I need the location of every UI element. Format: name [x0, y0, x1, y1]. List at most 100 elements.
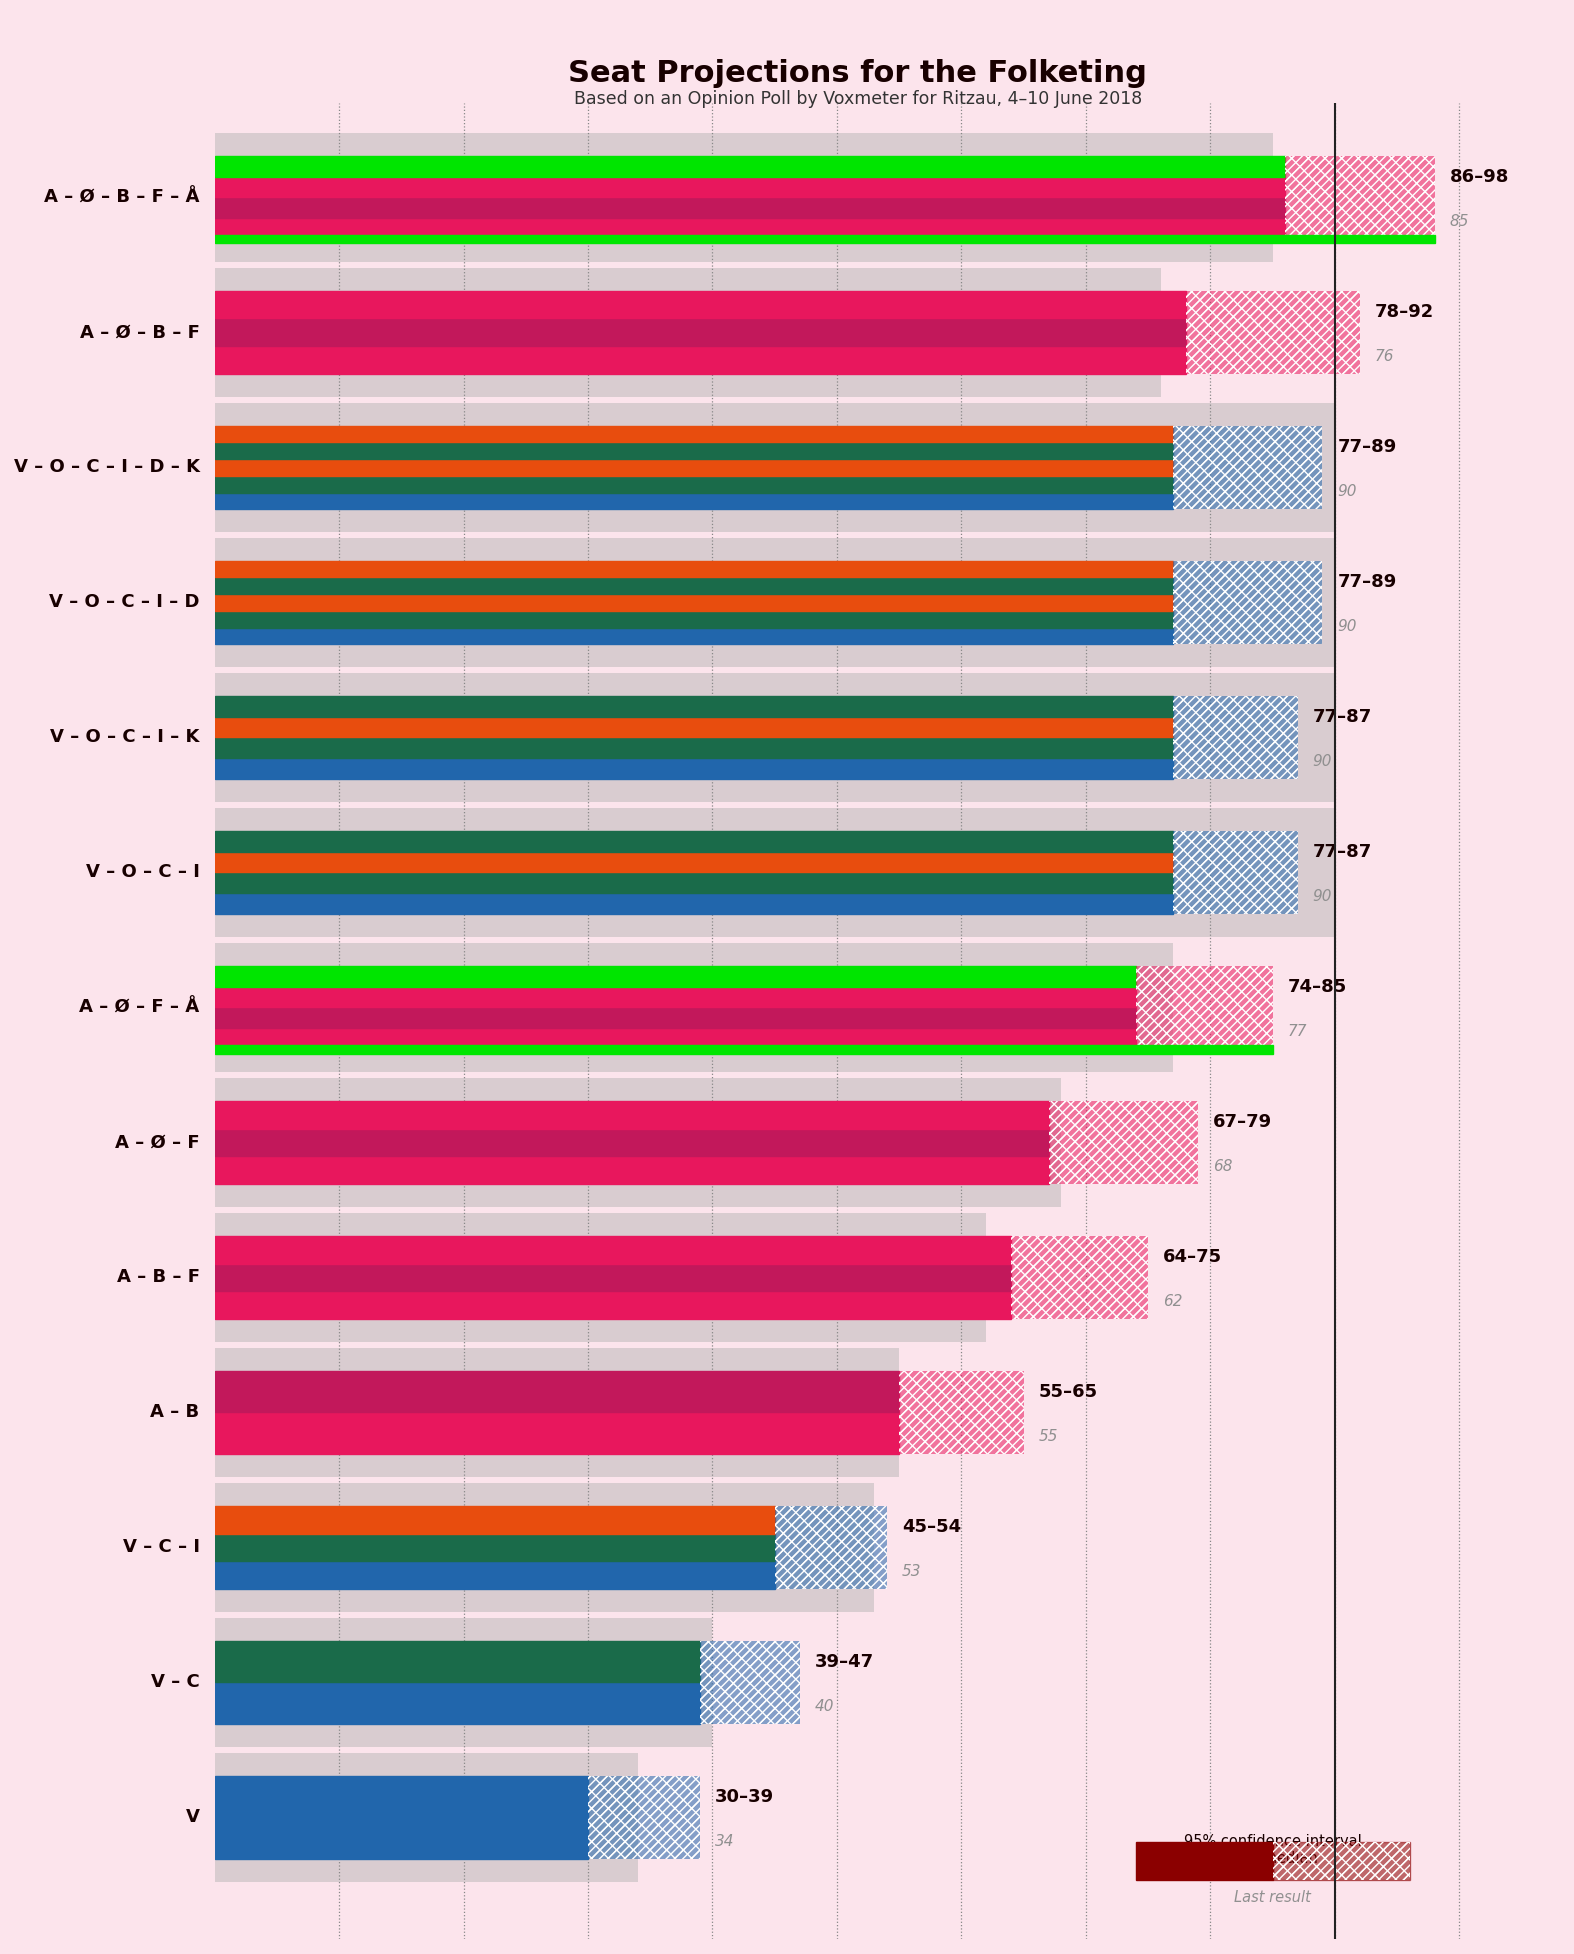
Text: V – C: V – C — [151, 1673, 200, 1692]
Bar — [214, 1370, 899, 1413]
Text: 77–89: 77–89 — [1338, 573, 1396, 592]
Bar — [1185, 291, 1360, 375]
Text: 34: 34 — [715, 1835, 735, 1848]
Text: V – O – C – I: V – O – C – I — [85, 864, 200, 881]
Bar — [214, 627, 1173, 645]
Text: 77–89: 77–89 — [1338, 438, 1396, 455]
Bar — [214, 830, 1173, 852]
Bar — [214, 268, 1160, 397]
Bar — [214, 234, 1434, 244]
Bar — [1273, 1843, 1410, 1880]
Bar — [214, 717, 1173, 737]
Bar — [1173, 426, 1322, 510]
Text: 55: 55 — [1039, 1428, 1058, 1444]
Text: 77–87: 77–87 — [1313, 844, 1373, 862]
Text: 77–87: 77–87 — [1313, 707, 1373, 727]
Bar — [214, 1776, 589, 1860]
Text: Last result: Last result — [1234, 1890, 1311, 1905]
Bar — [214, 291, 1185, 319]
Text: 40: 40 — [815, 1700, 834, 1714]
Bar — [214, 1100, 1048, 1129]
Bar — [214, 612, 1173, 627]
Bar — [899, 1370, 1023, 1454]
Bar — [214, 1618, 713, 1747]
Bar — [214, 1348, 899, 1477]
Bar — [214, 442, 1173, 459]
Bar — [214, 1413, 899, 1454]
Bar — [1173, 830, 1297, 914]
Bar — [774, 1507, 886, 1589]
Bar — [214, 871, 1173, 893]
Bar — [1011, 1235, 1147, 1319]
Text: V – O – C – I – D – K: V – O – C – I – D – K — [14, 459, 200, 477]
Bar — [700, 1641, 800, 1723]
Bar — [214, 133, 1273, 262]
Bar — [214, 176, 1284, 197]
Text: 62: 62 — [1163, 1294, 1182, 1309]
Bar — [214, 737, 1173, 758]
Bar — [1173, 830, 1297, 914]
Bar — [214, 696, 1173, 717]
Bar — [214, 1264, 1011, 1292]
Bar — [1173, 830, 1297, 914]
Text: 53: 53 — [902, 1565, 921, 1579]
Bar — [1173, 696, 1297, 780]
Bar — [214, 1008, 1136, 1028]
Bar — [214, 852, 1173, 871]
Bar — [214, 1292, 1011, 1319]
Bar — [1136, 965, 1273, 1049]
Text: 64–75: 64–75 — [1163, 1249, 1223, 1266]
Text: A – Ø – B – F – Å: A – Ø – B – F – Å — [44, 188, 200, 207]
Bar — [214, 319, 1185, 346]
Bar — [1173, 426, 1322, 510]
Bar — [1273, 1843, 1410, 1880]
Bar — [214, 1157, 1048, 1184]
Bar — [214, 219, 1284, 238]
Bar — [1284, 156, 1434, 238]
Bar — [214, 1129, 1048, 1157]
Bar — [214, 1641, 700, 1682]
Bar — [214, 807, 1335, 938]
Text: Based on an Opinion Poll by Voxmeter for Ritzau, 4–10 June 2018: Based on an Opinion Poll by Voxmeter for… — [573, 90, 1143, 107]
Bar — [1284, 156, 1434, 238]
Bar — [214, 561, 1173, 576]
Bar — [1173, 696, 1297, 780]
Text: 55–65: 55–65 — [1039, 1383, 1097, 1401]
Text: V: V — [186, 1809, 200, 1827]
Bar — [1185, 291, 1360, 375]
Bar — [214, 492, 1173, 510]
Bar — [1173, 561, 1322, 645]
Bar — [214, 965, 1136, 987]
Text: 68: 68 — [1214, 1159, 1232, 1174]
Bar — [700, 1641, 800, 1723]
Bar — [774, 1507, 886, 1589]
Text: A – Ø – B – F: A – Ø – B – F — [80, 324, 200, 342]
Bar — [214, 1753, 637, 1882]
Text: Seat Projections for the Folketing: Seat Projections for the Folketing — [568, 59, 1147, 88]
Text: 74–85: 74–85 — [1288, 979, 1347, 997]
Bar — [214, 942, 1173, 1073]
Text: 86–98: 86–98 — [1450, 168, 1509, 186]
Bar — [1173, 426, 1322, 510]
Text: 76: 76 — [1374, 350, 1395, 363]
Bar — [214, 1507, 774, 1534]
Bar — [774, 1507, 886, 1589]
Text: 90: 90 — [1338, 485, 1357, 498]
Bar — [214, 156, 1284, 176]
Bar — [899, 1370, 1023, 1454]
Bar — [214, 1213, 987, 1342]
Bar — [1173, 561, 1322, 645]
Text: 95% confidence interval
with median: 95% confidence interval with median — [1184, 1833, 1362, 1866]
Bar — [214, 1045, 1273, 1053]
Text: 90: 90 — [1313, 889, 1332, 905]
Text: A – B – F: A – B – F — [116, 1268, 200, 1286]
Bar — [214, 426, 1173, 442]
Bar — [214, 672, 1335, 803]
Text: 77: 77 — [1288, 1024, 1306, 1040]
Text: V – C – I: V – C – I — [123, 1538, 200, 1557]
Bar — [214, 403, 1335, 531]
Text: A – B: A – B — [151, 1403, 200, 1421]
Text: 45–54: 45–54 — [902, 1518, 960, 1536]
Text: V – O – C – I – K: V – O – C – I – K — [50, 729, 200, 746]
Bar — [214, 346, 1185, 375]
